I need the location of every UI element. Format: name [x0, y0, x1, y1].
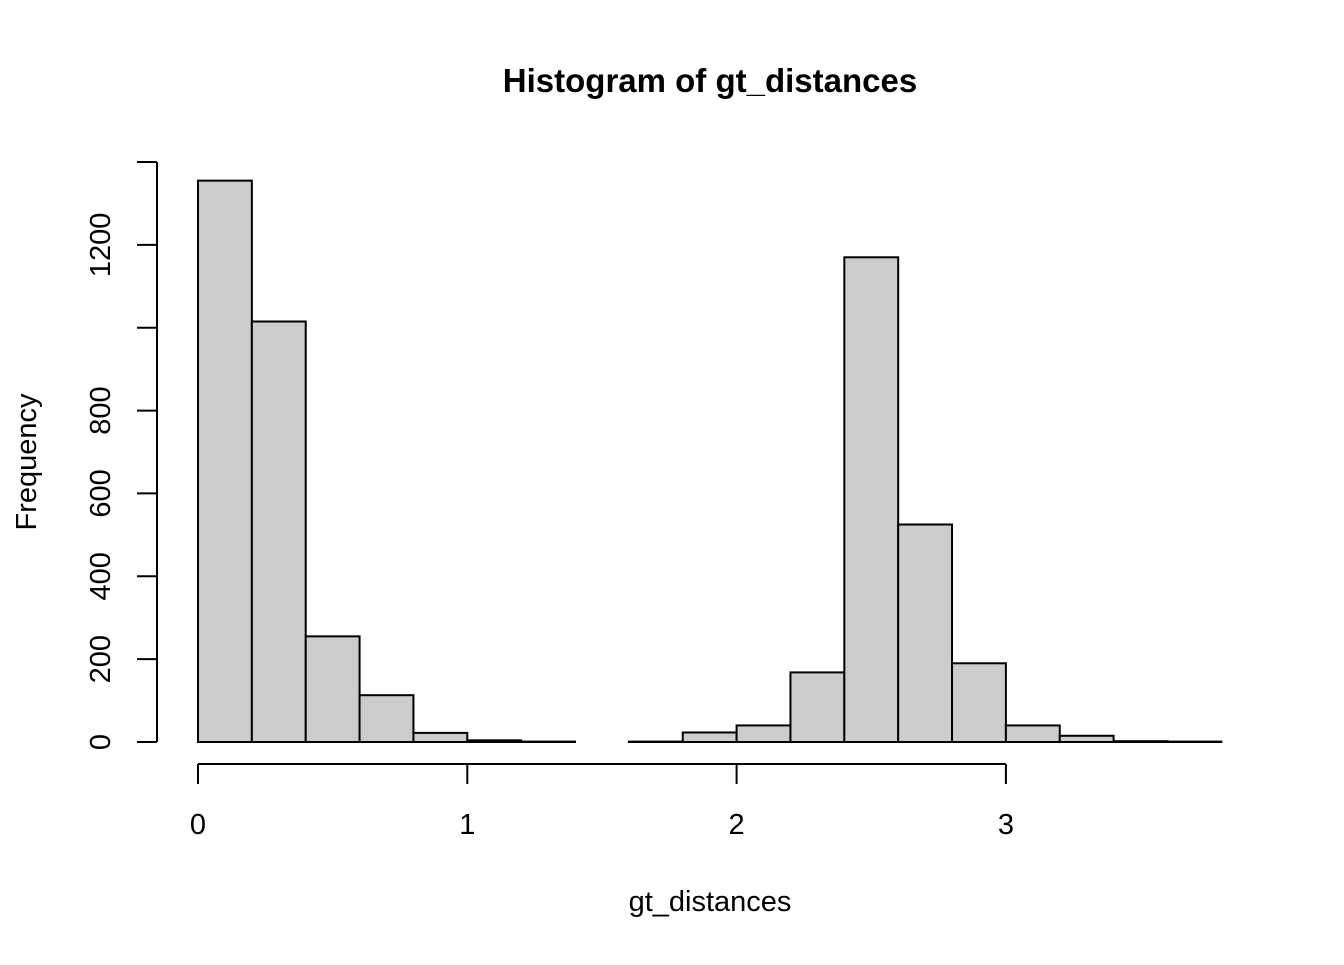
histogram-bar	[467, 740, 521, 742]
histogram-bar	[198, 181, 252, 742]
x-tick-label: 1	[459, 809, 475, 841]
y-tick-label: 600	[85, 469, 117, 517]
y-tick-label: 400	[85, 552, 117, 600]
y-axis: 0 200 400 600 800 1200	[85, 162, 157, 750]
y-axis-label: Frequency	[11, 393, 43, 531]
histogram-bar	[683, 732, 737, 742]
y-tick-label: 200	[85, 635, 117, 683]
y-tick-label: 800	[85, 386, 117, 434]
histogram-bar	[252, 322, 306, 743]
y-tick-label: 1200	[85, 213, 117, 278]
chart-title: Histogram of gt_distances	[503, 62, 917, 99]
histogram-bar	[952, 663, 1006, 742]
x-tick-label: 3	[998, 809, 1014, 841]
histogram-bar	[1114, 741, 1168, 742]
histogram-bar	[790, 672, 844, 742]
histogram-bar	[413, 733, 467, 742]
x-axis-label: gt_distances	[629, 886, 792, 918]
histogram-bar	[306, 636, 360, 742]
histogram-bar	[1060, 736, 1114, 742]
histogram-bar	[360, 695, 414, 742]
histogram-bar	[844, 257, 898, 742]
y-tick-label: 0	[85, 734, 117, 750]
histogram-bar	[898, 525, 952, 743]
histogram-bar	[737, 725, 791, 742]
x-tick-label: 0	[190, 809, 206, 841]
histogram-bars	[198, 181, 1221, 742]
x-axis: 0 1 2 3	[190, 764, 1014, 841]
x-tick-label: 2	[729, 809, 745, 841]
histogram-bar	[1006, 725, 1060, 742]
